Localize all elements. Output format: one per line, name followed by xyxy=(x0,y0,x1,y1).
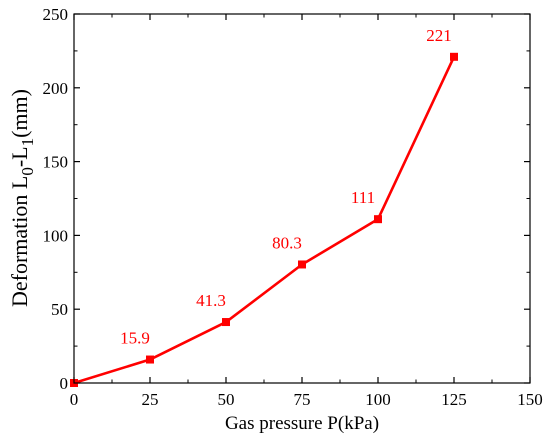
y-tick-label: 50 xyxy=(51,300,68,319)
x-tick-label: 0 xyxy=(70,390,79,409)
data-label: 221 xyxy=(426,26,452,45)
series-line xyxy=(73,56,456,385)
y-axis-title-tail: (mm) xyxy=(7,89,32,138)
data-point xyxy=(298,260,306,269)
x-tick-label: 25 xyxy=(142,390,159,409)
y-axis-title: Deformation L0-L1(mm) xyxy=(7,89,37,307)
data-label: 111 xyxy=(351,188,375,207)
ticks-layer: 0 25 50 75 100 125 150 0 50 100 150 200 250 xyxy=(43,5,543,409)
data-label: 80.3 xyxy=(272,233,302,252)
y-axis-title-sub1: 0 xyxy=(18,167,37,176)
data-point xyxy=(222,318,230,327)
plot-frame xyxy=(73,13,531,384)
y-tick-label: 0 xyxy=(60,374,69,393)
data-point xyxy=(146,355,154,364)
y-tick-label: 100 xyxy=(43,226,69,245)
y-tick-label: 250 xyxy=(43,5,69,24)
x-tick-label: 50 xyxy=(218,390,235,409)
y-axis-title-main: Deformation L xyxy=(7,176,32,307)
x-tick-label: 125 xyxy=(441,390,467,409)
y-tick-label: 200 xyxy=(43,79,69,98)
x-tick-label: 75 xyxy=(294,390,311,409)
x-tick-label: 150 xyxy=(517,390,543,409)
y-tick-label: 150 xyxy=(43,153,69,172)
y-axis-title-sub2: 1 xyxy=(18,138,37,147)
data-label: 15.9 xyxy=(120,329,150,348)
data-label: 41.3 xyxy=(196,291,226,310)
data-labels-layer: 15.9 41.3 80.3 111 221 xyxy=(120,26,452,348)
x-tick-label: 100 xyxy=(365,390,391,409)
data-point xyxy=(450,52,458,61)
x-axis-title: Gas pressure P(kPa) xyxy=(225,413,379,434)
y-axis-title-mid: -L xyxy=(7,146,32,167)
data-point xyxy=(374,215,382,224)
